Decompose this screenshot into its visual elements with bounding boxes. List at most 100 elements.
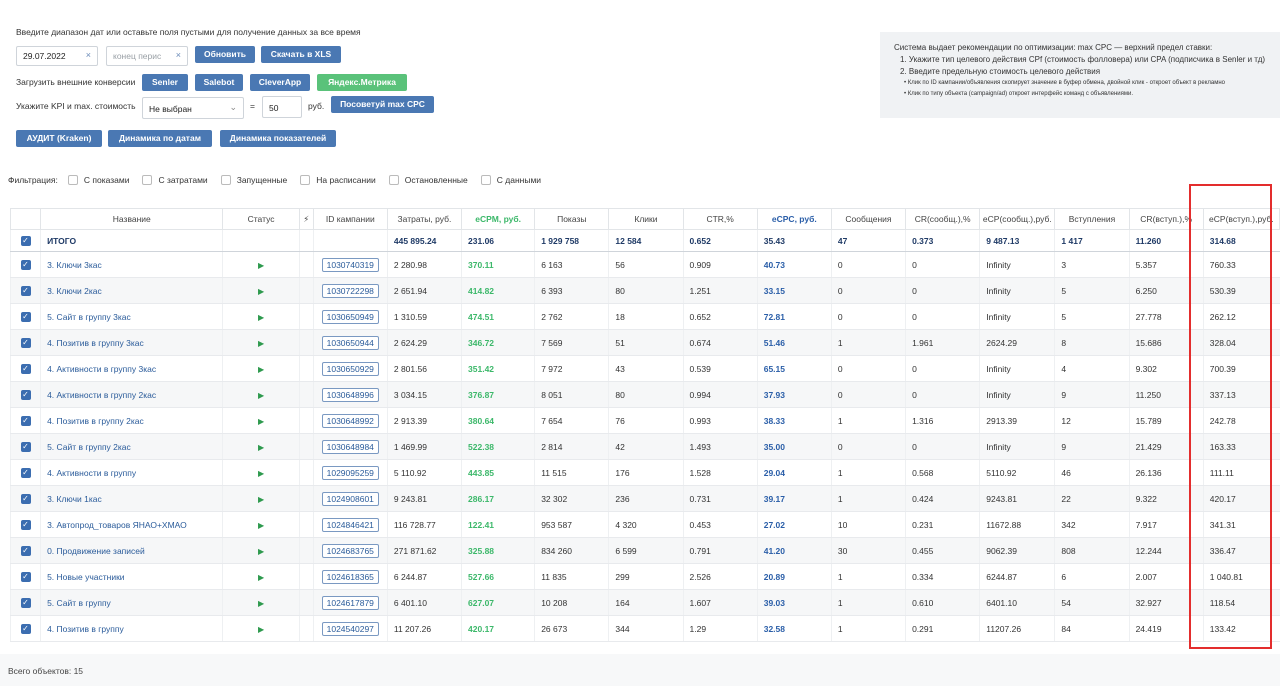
check-icon[interactable]: ✓ (20, 468, 31, 478)
campaign-name[interactable]: 5. Сайт в группу 3кас (40, 303, 223, 330)
table-row[interactable]: ✓ 3. Автопрод_товаров ЯНАО+ХМАО ▶ 102484642… (9, 511, 1280, 538)
filter-running[interactable]: Запущенные (220, 175, 287, 185)
filter-with-shows[interactable]: С показами (67, 175, 129, 185)
campaign-id[interactable]: 1030722298 (321, 283, 379, 298)
col-cr-messages[interactable]: CR(сообщ.),% (905, 208, 981, 230)
select-all-header[interactable] (9, 208, 42, 230)
campaign-name[interactable]: 5. Сайт в группу (40, 589, 223, 616)
campaign-name[interactable]: 4. Активности в группу 3кас (40, 355, 223, 382)
check-icon[interactable]: ✓ (20, 338, 31, 348)
play-icon[interactable]: ▶ (257, 416, 265, 426)
campaign-name[interactable]: 5. Сайт в группу 2кас (40, 433, 223, 460)
play-icon[interactable]: ▶ (257, 468, 265, 478)
col-messages[interactable]: Сообщения (830, 208, 907, 230)
date-to-input[interactable]: конец перис × (106, 46, 188, 66)
campaign-id[interactable]: 1030648984 (321, 439, 379, 454)
check-icon[interactable]: ✓ (20, 312, 31, 322)
checkbox[interactable] (67, 175, 78, 185)
campaign-id[interactable]: 1030650944 (321, 335, 379, 350)
table-row[interactable]: ✓ 5. Сайт в группу ▶ 1024617879 6 401.10 627.… (9, 589, 1280, 616)
col-cr-joins[interactable]: CR(вступ.),% (1128, 208, 1204, 230)
campaign-name[interactable]: 4. Позитив в группу 2кас (40, 407, 223, 434)
kpi-select[interactable]: Не выбран ⌄ (142, 97, 244, 119)
col-ecp-joins[interactable]: eCP(вступ.),руб. (1202, 208, 1280, 230)
filter-with-data[interactable]: С данными (480, 175, 541, 185)
checkbox[interactable] (220, 175, 231, 185)
campaign-name[interactable]: 4. Активности в группу (40, 459, 223, 486)
table-row[interactable]: ✓ 3. Ключи 1кас ▶ 1024908601 9 243.81 286.17 3… (9, 485, 1280, 512)
clear-date-to-icon[interactable]: × (175, 50, 181, 60)
campaign-name[interactable]: 3. Автопрод_товаров ЯНАО+ХМАО (40, 511, 223, 538)
col-clicks[interactable]: Клики (608, 208, 684, 230)
table-row[interactable]: ✓ 3. Ключи 3кас ▶ 1030740319 2 280.98 370.11 6… (9, 251, 1280, 278)
campaign-name[interactable]: 0. Продвижение записей (40, 537, 223, 564)
play-icon[interactable]: ▶ (257, 442, 265, 452)
campaign-id[interactable]: 1024617879 (321, 595, 379, 610)
table-row[interactable]: ✓ 0. Продвижение записей ▶ 1024683765 271 87… (9, 537, 1280, 564)
table-row[interactable]: ✓ 3. Ключи 2кас ▶ 1030722298 2 651.94 414.82 6… (9, 277, 1280, 304)
col-campaign-id[interactable]: ID кампании (312, 208, 388, 230)
senler-button[interactable]: Senler (142, 74, 188, 91)
campaign-name[interactable]: 5. Новые участники (40, 563, 223, 590)
filter-with-costs[interactable]: С затратами (142, 175, 208, 185)
check-icon[interactable]: ✓ (20, 598, 31, 608)
check-icon[interactable]: ✓ (20, 442, 31, 452)
dynamics-metrics-button[interactable]: Динамика показателей (220, 130, 336, 147)
campaign-name[interactable]: 4. Активности в группу 2кас (40, 381, 223, 408)
filter-stopped[interactable]: Остановленные (388, 175, 468, 185)
campaign-id[interactable]: 1024908601 (321, 491, 379, 506)
table-row[interactable]: ✓ 5. Сайт в группу 2кас ▶ 1030648984 1 469.9… (9, 433, 1280, 460)
check-icon[interactable]: ✓ (20, 494, 31, 504)
campaign-id[interactable]: 1030740319 (321, 257, 379, 272)
check-icon[interactable]: ✓ (20, 364, 31, 374)
campaign-id[interactable]: 1024846421 (321, 517, 379, 532)
campaign-id[interactable]: 1029095259 (321, 465, 379, 480)
check-icon[interactable]: ✓ (20, 520, 31, 530)
download-xls-button[interactable]: Скачать в XLS (261, 46, 341, 63)
play-icon[interactable]: ▶ (257, 390, 265, 400)
yandex-metrika-button[interactable]: Яндекс.Метрика (317, 74, 407, 91)
check-icon[interactable]: ✓ (20, 572, 31, 582)
play-icon[interactable]: ▶ (257, 494, 265, 504)
check-icon[interactable]: ✓ (20, 390, 31, 400)
cleverapp-button[interactable]: CleverApp (250, 74, 310, 91)
play-icon[interactable]: ▶ (257, 286, 265, 296)
max-cost-input[interactable]: 50 (262, 96, 302, 118)
play-icon[interactable]: ▶ (257, 624, 265, 634)
col-flash[interactable]: ⚡ (298, 208, 314, 230)
checkbox[interactable] (142, 175, 153, 185)
table-row[interactable]: ✓ 5. Сайт в группу 3кас ▶ 1030650949 1 310.5… (9, 303, 1280, 330)
table-row[interactable]: ✓ 4. Активности в группу ▶ 1029095259 5 110.… (9, 459, 1280, 486)
checkbox[interactable] (480, 175, 491, 185)
salebot-button[interactable]: Salebot (195, 74, 243, 91)
play-icon[interactable]: ▶ (257, 260, 265, 270)
play-icon[interactable]: ▶ (257, 338, 265, 348)
campaign-id[interactable]: 1030648992 (321, 413, 379, 428)
check-icon[interactable]: ✓ (20, 286, 31, 296)
play-icon[interactable]: ▶ (257, 598, 265, 608)
col-ecpm[interactable]: eCPM, руб. (461, 208, 536, 230)
col-cost[interactable]: Затраты, руб. (386, 208, 463, 230)
campaign-id[interactable]: 1030650949 (321, 309, 379, 324)
campaign-name[interactable]: 4. Позитив в группу (40, 615, 223, 642)
audit-button[interactable]: АУДИТ (Kraken) (16, 130, 102, 147)
play-icon[interactable]: ▶ (257, 364, 265, 374)
play-icon[interactable]: ▶ (257, 312, 265, 322)
campaign-id[interactable]: 1024540297 (321, 621, 379, 636)
campaign-id[interactable]: 1024683765 (321, 543, 379, 558)
col-ecpc[interactable]: eCPC, руб. (756, 208, 832, 230)
table-row[interactable]: ✓ 5. Новые участники ▶ 1024618365 6 244.87 52… (9, 563, 1280, 590)
check-icon[interactable]: ✓ (20, 546, 31, 556)
col-shows[interactable]: Показы (534, 208, 610, 230)
campaign-id[interactable]: 1030648996 (321, 387, 379, 402)
check-icon[interactable]: ✓ (20, 416, 31, 426)
table-row[interactable]: ✓ 4. Активности в группу 2кас ▶ 1030648996 3… (9, 381, 1280, 408)
date-from-input[interactable]: 29.07.2022 × (16, 46, 98, 66)
col-ecp-messages[interactable]: eCP(сообщ.),руб. (979, 208, 1056, 230)
clear-date-from-icon[interactable]: × (85, 50, 91, 60)
table-row[interactable]: ✓ 4. Активности в группу 3кас ▶ 1030650929 2… (9, 355, 1280, 382)
check-icon[interactable]: ✓ (20, 260, 31, 270)
col-joins[interactable]: Вступления (1054, 208, 1130, 230)
dynamics-by-dates-button[interactable]: Динамика по датам (108, 130, 212, 147)
table-row[interactable]: ✓ 4. Позитив в группу 2кас ▶ 1030648992 2 91… (9, 407, 1280, 434)
